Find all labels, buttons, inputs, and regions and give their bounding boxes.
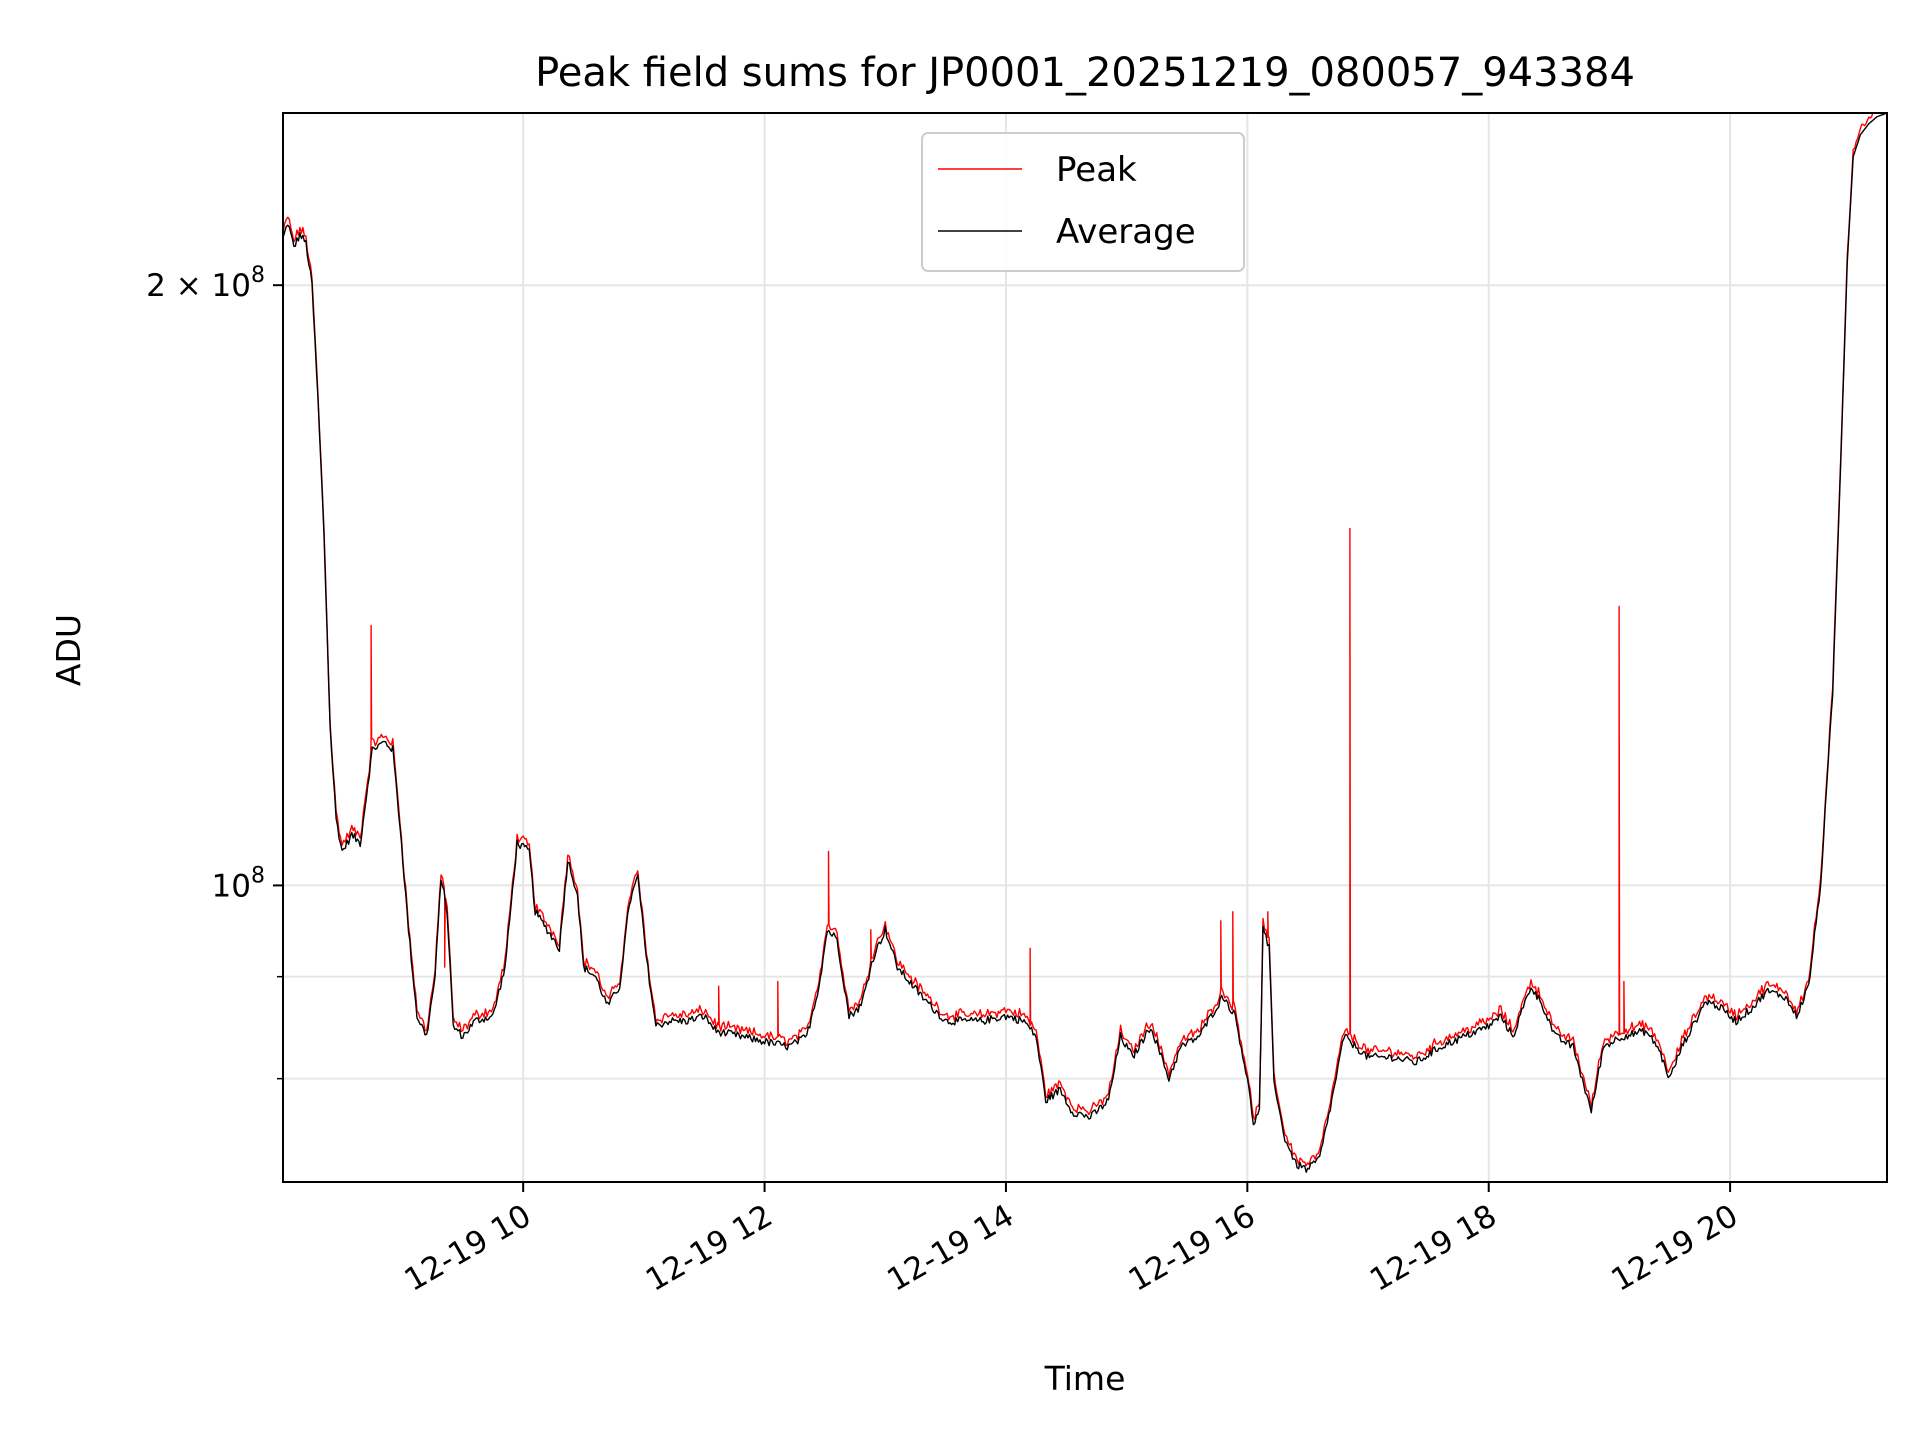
y-axis: 108 2 × 108 [146, 263, 283, 1080]
plot-frame [282, 112, 1888, 1183]
y-axis-title: ADU [49, 614, 88, 686]
x-axis-title: Time [1044, 1359, 1126, 1398]
legend-peak-label: Peak [1056, 150, 1137, 190]
legend-average-label: Average [1056, 212, 1196, 252]
series-lines [283, 113, 1887, 1173]
chart-title: Peak field sums for JP0001_20251219_0800… [535, 50, 1635, 96]
legend: Peak Average [921, 132, 1245, 272]
legend-box [921, 132, 1245, 272]
grid [283, 113, 1887, 1182]
y-tick-label: 2 × 108 [146, 263, 265, 304]
series-average-line [283, 113, 1887, 1173]
y-tick-label: 108 [212, 863, 265, 904]
series-peak-line [283, 113, 1887, 1167]
